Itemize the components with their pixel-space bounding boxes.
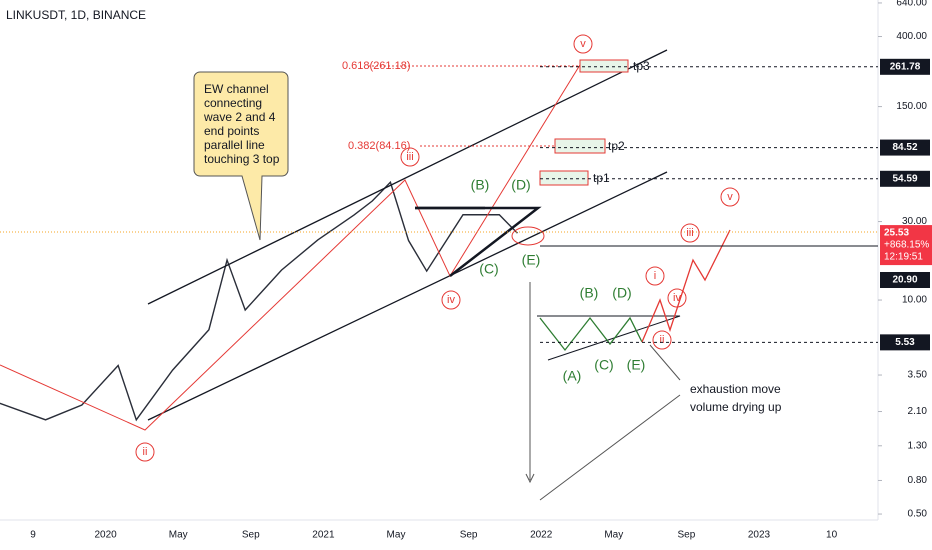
wave-circle	[400, 147, 420, 167]
x-tick-label: 2021	[312, 530, 335, 541]
wave-label: v	[580, 38, 586, 50]
fib-label: 0.618(261.18)	[342, 60, 411, 72]
target-label: tp1	[593, 171, 610, 185]
countdown: 12:19:51	[884, 252, 923, 263]
arrow	[539, 394, 681, 501]
label-box	[880, 334, 930, 351]
wave-circle	[135, 442, 155, 462]
arrow-head	[525, 473, 535, 484]
wave-label: (C)	[594, 357, 613, 373]
note: volume drying up	[690, 400, 782, 414]
label-box	[880, 272, 930, 288]
x-tick-label: Sep	[678, 530, 696, 541]
callout-text: wave 2 and 4	[203, 110, 276, 124]
price-label: 54.59	[892, 173, 917, 184]
wave-circle	[720, 187, 740, 207]
x-tick-label: Sep	[242, 530, 260, 541]
channel-top	[147, 49, 668, 305]
note: exhaustion move	[690, 382, 781, 396]
callout-text: touching 3 top	[204, 152, 280, 166]
wave-label: (E)	[522, 252, 541, 268]
impulse-line	[0, 59, 584, 431]
wave-label: iv	[673, 292, 681, 304]
x-tick-label: 2020	[94, 530, 117, 541]
price-label: 20.90	[892, 275, 917, 286]
y-tick-label: 0.80	[908, 475, 928, 486]
callout-text: EW channel	[204, 82, 269, 96]
fib-label: 0.382(84.16)	[348, 140, 410, 152]
callout-text: parallel line	[204, 138, 265, 152]
wave-circle	[652, 330, 672, 350]
callout-text: end points	[204, 124, 259, 138]
wave-label: iv	[447, 294, 455, 306]
wave-circle	[645, 266, 665, 286]
label-box	[880, 58, 930, 75]
wave-label: ii	[660, 334, 665, 346]
price-label: 5.53	[895, 337, 915, 348]
wave-label: (B)	[580, 285, 599, 301]
target-label: tp3	[633, 59, 650, 73]
x-tick-label: 2022	[530, 530, 553, 541]
x-tick-label: 9	[30, 530, 36, 541]
change: +868.15%	[884, 240, 929, 251]
channel-bottom	[147, 171, 668, 421]
y-tick-label: 3.50	[908, 370, 928, 381]
highlight	[511, 226, 545, 246]
wave-circle	[441, 290, 461, 310]
wave-label: (D)	[511, 177, 530, 193]
callout-text: connecting	[204, 96, 262, 110]
x-tick-label: 10	[826, 530, 838, 541]
x-tick-label: May	[169, 530, 188, 541]
last-price-box	[880, 225, 932, 266]
y-tick-label: 640.00	[896, 0, 927, 9]
wave-label: (E)	[627, 357, 646, 373]
price-label: 84.52	[892, 142, 917, 153]
wave-label: iii	[686, 227, 693, 239]
marks	[0, 180, 518, 422]
target-box	[579, 59, 629, 73]
triangle-future	[537, 315, 681, 361]
wave-label: ii	[143, 446, 148, 458]
drawings	[0, 34, 878, 501]
wave-label: (A)	[563, 368, 582, 384]
y-tick-label: 150.00	[896, 101, 927, 112]
label-box	[880, 139, 930, 156]
x-tick-label: Sep	[460, 530, 478, 541]
callout: EW channel connecting wave 2 and 4 end p…	[203, 82, 280, 166]
x-tick-label: May	[387, 530, 406, 541]
arrow	[649, 344, 681, 381]
y-tick-label: 30.00	[902, 216, 927, 227]
price-label: 261.78	[890, 61, 921, 72]
wave-circle	[573, 34, 593, 54]
wave-circle	[667, 288, 687, 308]
price-line	[0, 180, 518, 422]
symbol: LINKUSDT, 1D, BINANCE	[6, 8, 146, 22]
y-tick-label: 1.30	[908, 440, 928, 451]
wave-circle	[680, 223, 700, 243]
y-tick-label: 400.00	[896, 31, 927, 42]
wave-label: (D)	[612, 285, 631, 301]
wave-label: v	[727, 191, 733, 203]
last-price: 25.53	[884, 228, 909, 239]
target-box	[539, 170, 589, 186]
triangle-future-waves	[539, 316, 643, 352]
wave-label: i	[654, 270, 656, 282]
callout-box	[193, 71, 289, 241]
target-box	[554, 138, 606, 154]
x-tick-label: May	[604, 530, 623, 541]
target-label: tp2	[608, 139, 625, 153]
y-tick-label: 10.00	[902, 295, 927, 306]
impulse-future	[641, 229, 731, 343]
x-tick-label: 2023	[748, 530, 771, 541]
wave-label: iii	[406, 151, 413, 163]
y-tick-label: 2.10	[908, 406, 928, 417]
wave-label: (B)	[471, 177, 490, 193]
other-label: 20.90	[880, 272, 930, 288]
label-box	[880, 170, 930, 187]
wave-label: (C)	[479, 261, 498, 277]
y-tick-label: 0.50	[908, 509, 928, 520]
